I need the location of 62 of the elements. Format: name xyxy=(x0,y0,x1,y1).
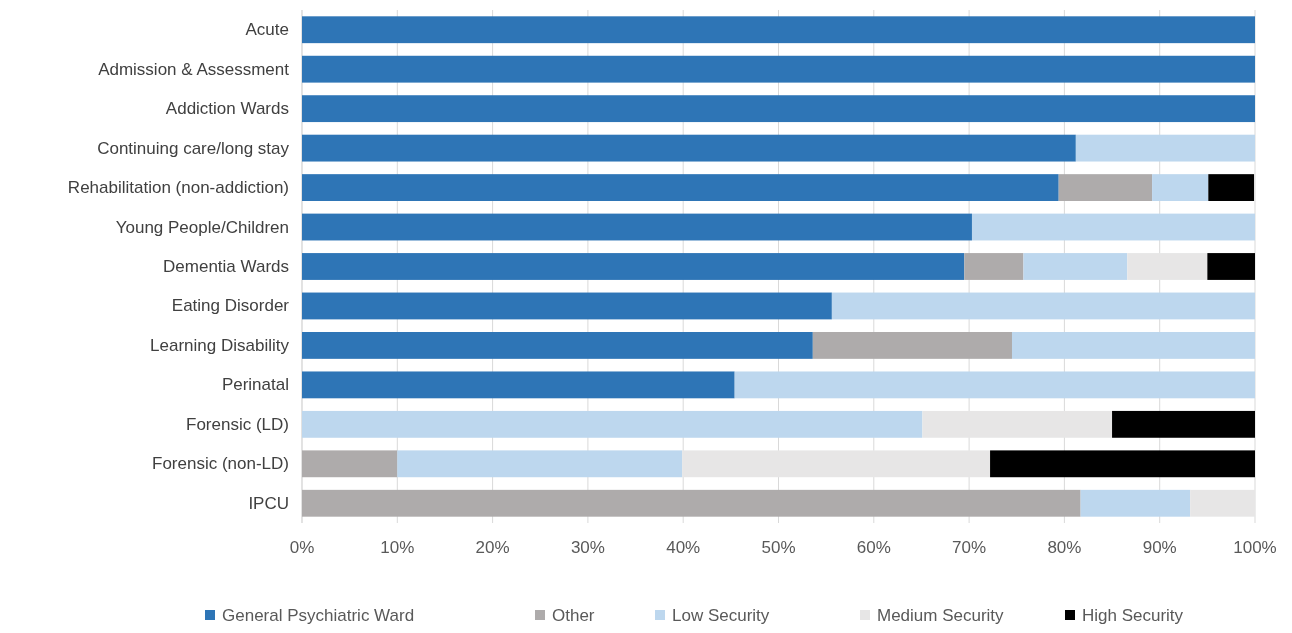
bar xyxy=(1207,253,1255,280)
bar xyxy=(831,292,1255,320)
y-tick-label: Forensic (LD) xyxy=(186,414,289,434)
x-tick-label: 100% xyxy=(1233,538,1277,557)
bar xyxy=(1011,332,1255,359)
bar xyxy=(990,450,1255,478)
bar xyxy=(302,371,735,399)
bar xyxy=(302,213,972,241)
x-tick-label: 80% xyxy=(1047,538,1082,557)
x-tick-label: 0% xyxy=(289,538,315,557)
bar xyxy=(922,410,1113,438)
y-tick-label: Admission & Assessment xyxy=(98,59,290,79)
legend-label: Other xyxy=(552,605,595,625)
x-tick-label: 40% xyxy=(666,538,701,557)
bar xyxy=(302,134,1076,162)
y-tick-label: IPCU xyxy=(248,493,289,513)
bar xyxy=(302,489,1081,517)
legend-label: Low Security xyxy=(672,605,770,625)
bar xyxy=(1208,174,1255,201)
bar xyxy=(397,450,683,478)
legend-label: High Security xyxy=(1082,605,1184,625)
y-tick-label: Addiction Wards xyxy=(165,99,289,119)
bar xyxy=(1112,410,1255,438)
bar xyxy=(302,332,813,359)
bar xyxy=(302,450,398,478)
x-tick-label: 20% xyxy=(475,538,510,557)
bar xyxy=(971,213,1255,241)
bar xyxy=(302,55,1255,83)
x-tick-label: 90% xyxy=(1142,538,1177,557)
bar xyxy=(302,16,1255,44)
x-tick-label: 70% xyxy=(952,538,987,557)
bar xyxy=(812,332,1012,359)
y-tick-label: Rehabilitation (non-addiction) xyxy=(67,178,289,198)
y-tick-label: Forensic (non-LD) xyxy=(152,454,289,474)
legend-label: Medium Security xyxy=(877,605,1005,625)
legend-label: General Psychiatric Ward xyxy=(222,605,415,625)
bar xyxy=(302,253,965,280)
y-tick-label: Acute xyxy=(245,20,289,40)
y-tick-label: Eating Disorder xyxy=(171,296,290,316)
y-tick-label: Young People/Children xyxy=(115,217,289,237)
bar xyxy=(682,450,991,478)
y-tick-label: Dementia Wards xyxy=(163,257,289,276)
y-tick-label: Perinatal xyxy=(221,375,289,395)
bar xyxy=(1058,174,1153,201)
x-tick-label: 30% xyxy=(570,538,605,557)
bar xyxy=(302,410,923,438)
bar xyxy=(1023,253,1128,280)
bar xyxy=(1152,174,1209,201)
bar xyxy=(1080,489,1191,517)
x-tick-label: 50% xyxy=(761,538,796,557)
bar xyxy=(302,292,832,320)
x-tick-label: 10% xyxy=(380,538,415,557)
bar xyxy=(302,174,1059,201)
bar xyxy=(1190,489,1255,517)
bar xyxy=(1127,253,1208,280)
bar xyxy=(734,371,1255,399)
bar xyxy=(1075,134,1255,162)
y-tick-label: Learning Disability xyxy=(150,335,290,355)
x-tick-label: 60% xyxy=(856,538,891,557)
bar xyxy=(302,95,1255,123)
y-tick-label: Continuing care/long stay xyxy=(97,138,290,158)
bar xyxy=(964,253,1024,280)
